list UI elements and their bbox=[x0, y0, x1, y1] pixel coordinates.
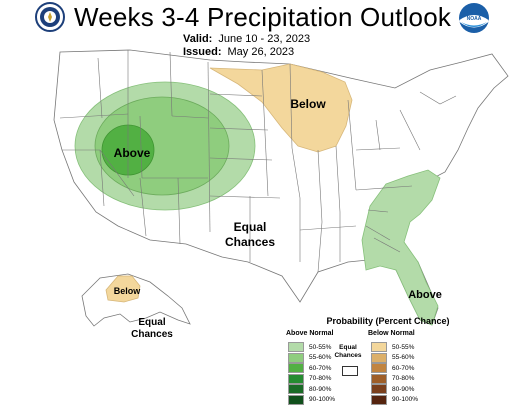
valid-line: Valid: June 10 - 23, 2023 bbox=[183, 33, 310, 45]
label-above-west: Above bbox=[114, 146, 151, 160]
below-region-north bbox=[209, 63, 353, 153]
legend-above-swatch bbox=[288, 394, 304, 405]
legend-above-heading: Above Normal bbox=[286, 330, 334, 337]
legend-equal-swatch bbox=[342, 366, 358, 376]
legend-below-swatch bbox=[371, 394, 387, 405]
legend-above-swatch bbox=[288, 342, 304, 352]
noaa-logo-text: NOAA bbox=[467, 16, 482, 22]
legend-below-label: 70-80% bbox=[392, 375, 415, 382]
legend-below-item: 70-80% bbox=[371, 373, 415, 384]
legend-below-label: 60-70% bbox=[392, 364, 415, 372]
legend-above-label: 90-100% bbox=[309, 396, 336, 403]
label-below-alaska: Below bbox=[114, 286, 142, 296]
doc-seal-icon bbox=[35, 2, 65, 32]
legend-below-swatch bbox=[371, 342, 387, 352]
legend-below-swatch bbox=[371, 373, 387, 384]
legend-above-label: 70-80% bbox=[309, 375, 332, 382]
noaa-logo-icon: NOAA bbox=[459, 3, 489, 33]
legend-above-swatch bbox=[288, 384, 304, 394]
legend-above-label: 50-55% bbox=[309, 343, 332, 351]
legend-above-label: 60-70% bbox=[309, 364, 332, 372]
legend-below-item: 50-55% bbox=[371, 342, 414, 352]
legend-above-item: 55-60% bbox=[288, 352, 332, 363]
label-equal-alaska-line1: Equal bbox=[138, 317, 165, 328]
label-equal-center-line2: Chances bbox=[225, 235, 275, 249]
legend-below-swatch bbox=[371, 363, 387, 373]
legend-above-item: 70-80% bbox=[288, 373, 332, 384]
above-region-southeast bbox=[361, 169, 441, 326]
legend-below-label: 80-90% bbox=[392, 385, 415, 393]
valid-label: Valid: bbox=[183, 33, 213, 45]
label-below-north: Below bbox=[290, 97, 326, 111]
legend-below-item: 80-90% bbox=[371, 384, 414, 394]
legend-title: Probability (Percent Chance) bbox=[326, 316, 450, 326]
below-region-alaska bbox=[105, 275, 141, 303]
legend-above-label: 55-60% bbox=[309, 354, 332, 361]
legend-above-item: 80-90% bbox=[288, 384, 331, 394]
label-equal-alaska-line2: Chances bbox=[131, 329, 173, 340]
legend-below-label: 55-60% bbox=[392, 354, 415, 361]
legend-below-label: 50-55% bbox=[392, 343, 415, 351]
label-above-southeast: Above bbox=[408, 289, 442, 301]
legend-equal-label: Equal Chances bbox=[333, 344, 363, 360]
legend-equal-line2: Chances bbox=[334, 352, 362, 359]
legend-above-label: 80-90% bbox=[309, 385, 332, 393]
legend-above-item: 50-55% bbox=[288, 342, 331, 352]
legend-below-label: 90-100% bbox=[392, 396, 419, 403]
valid-dates: June 10 - 23, 2023 bbox=[218, 33, 311, 45]
legend-below-item: 90-100% bbox=[371, 394, 419, 405]
legend-above-item: 90-100% bbox=[288, 394, 336, 405]
issued-date: May 26, 2023 bbox=[227, 46, 295, 58]
legend-below-swatch bbox=[371, 352, 387, 363]
legend-below-item: 60-70% bbox=[371, 363, 414, 373]
legend-above-item: 60-70% bbox=[288, 363, 331, 373]
legend-above-swatch bbox=[288, 363, 304, 373]
legend-equal-line1: Equal bbox=[339, 344, 357, 351]
issued-label: Issued: bbox=[183, 46, 222, 58]
legend-above-swatch bbox=[288, 352, 304, 363]
issued-line: Issued: May 26, 2023 bbox=[183, 46, 294, 58]
label-equal-center-line1: Equal bbox=[234, 220, 267, 234]
state-borders bbox=[59, 50, 457, 273]
legend-above-swatch bbox=[288, 373, 304, 384]
legend-below-item: 55-60% bbox=[371, 352, 415, 363]
legend-below-heading: Below Normal bbox=[368, 330, 415, 337]
legend-below-swatch bbox=[371, 384, 387, 394]
map-title: Weeks 3-4 Precipitation Outlook bbox=[73, 2, 452, 32]
